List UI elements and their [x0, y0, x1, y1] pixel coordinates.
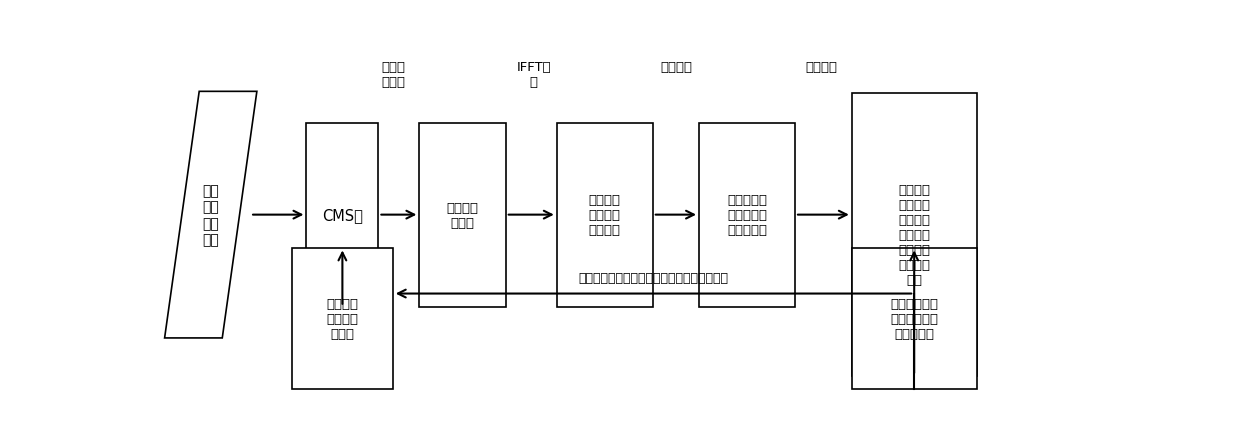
Polygon shape — [165, 92, 257, 338]
Text: 获取轴频
和谐波线
谱频率: 获取轴频 和谐波线 谱频率 — [326, 297, 358, 340]
Bar — [699, 123, 795, 307]
Text: 双谱分析: 双谱分析 — [805, 61, 837, 74]
Bar — [557, 123, 652, 307]
Bar — [306, 123, 378, 307]
Bar — [419, 123, 506, 307]
Text: 设置显著
性水平及
阈值，计
算接受域
内的双相
干谱的切
片谱: 设置显著 性水平及 阈值，计 算接受域 内的双相 干谱的切 片谱 — [898, 184, 930, 286]
Bar — [291, 248, 393, 389]
Text: CMS谱: CMS谱 — [322, 207, 363, 223]
Bar — [852, 248, 977, 389]
Text: 验证轴频和谐波线谱的频移误差是否得到校正: 验证轴频和谐波线谱的频移误差是否得到校正 — [579, 271, 729, 284]
Text: 全相位信
号滤波: 全相位信 号滤波 — [446, 201, 479, 229]
Text: 计算任意
两段信号
的互相关: 计算任意 两段信号 的互相关 — [589, 194, 621, 236]
Text: 低信
噪比
接收
信号: 低信 噪比 接收 信号 — [202, 184, 219, 246]
Text: 循环相
干计算: 循环相 干计算 — [382, 61, 405, 89]
Text: IFFT变
换: IFFT变 换 — [516, 61, 551, 89]
Bar — [852, 94, 977, 376]
Text: 计算每段互
相关信号的
双谱再合并: 计算每段互 相关信号的 双谱再合并 — [727, 194, 768, 236]
Text: 获取相位耦合
的轴频和谐波
线谱的频率: 获取相位耦合 的轴频和谐波 线谱的频率 — [890, 297, 939, 340]
Text: 信号分段: 信号分段 — [661, 61, 693, 74]
